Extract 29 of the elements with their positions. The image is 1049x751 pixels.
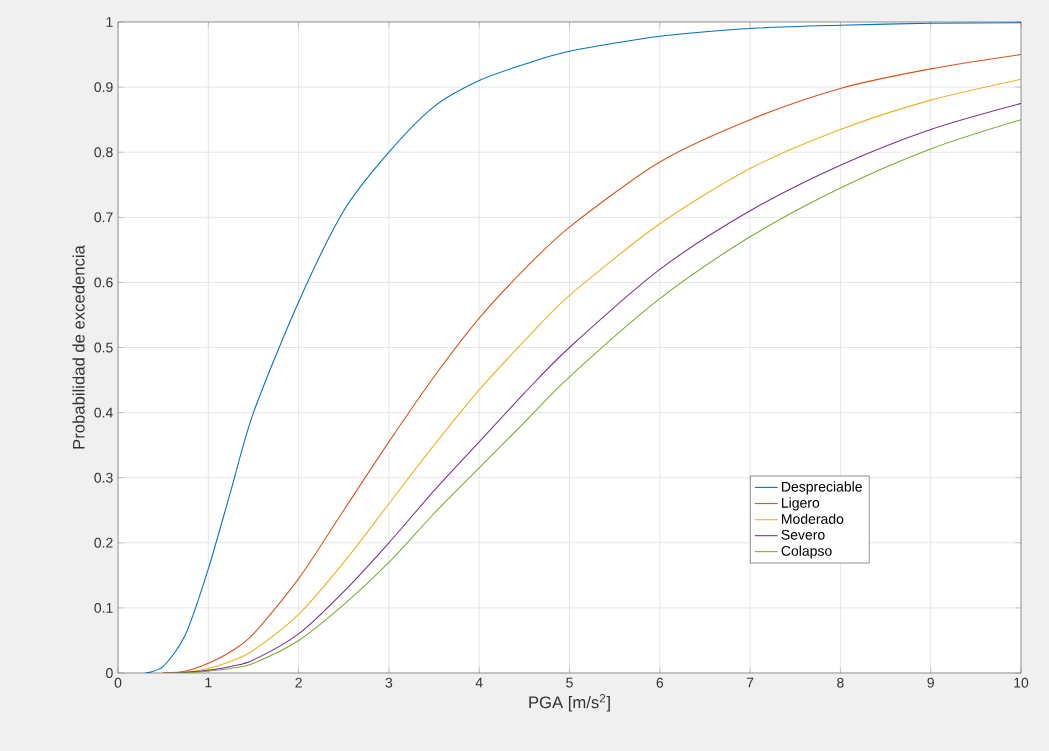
y-tick-label: 0 [106,668,113,678]
y-tick-label: 0.3 [94,472,113,483]
x-tick-label: 8 [837,677,844,688]
legend-label: Despreciable [782,481,862,495]
x-tick-label: 7 [746,677,754,688]
y-tick-label: 0.7 [94,212,113,223]
legend-label: Moderado [782,513,844,524]
y-tick-label: 0.6 [94,277,113,288]
x-tick-label: 6 [656,677,664,688]
x-axis-title: PGA [m/s$^{2}$] [529,694,610,712]
legend-label: Ligero [782,497,820,511]
y-axis-title: Probabilidad de excedencia [72,245,85,449]
x-tick-label: 2 [295,677,302,688]
x-tick-label: 10 [1014,677,1029,688]
x-tick-label: 9 [927,677,934,688]
y-tick-label: 0.2 [94,537,113,548]
y-tick-label: 0.9 [94,82,113,93]
x-tick-label: 0 [114,677,122,688]
x-tick-label: 3 [385,677,393,688]
x-tick-label: 4 [475,677,483,688]
y-tick-label: 0.4 [94,407,113,418]
y-tick-label: 0.1 [94,602,113,613]
x-tick-label: 1 [205,677,212,688]
y-tick-label: 1 [106,17,113,27]
legend-label: Colapso [781,545,832,559]
legend-label: Severo [781,529,825,540]
y-tick-label: 0.8 [94,147,113,158]
y-tick-label: 0.5 [94,342,113,353]
x-tick-label: 5 [566,677,573,688]
